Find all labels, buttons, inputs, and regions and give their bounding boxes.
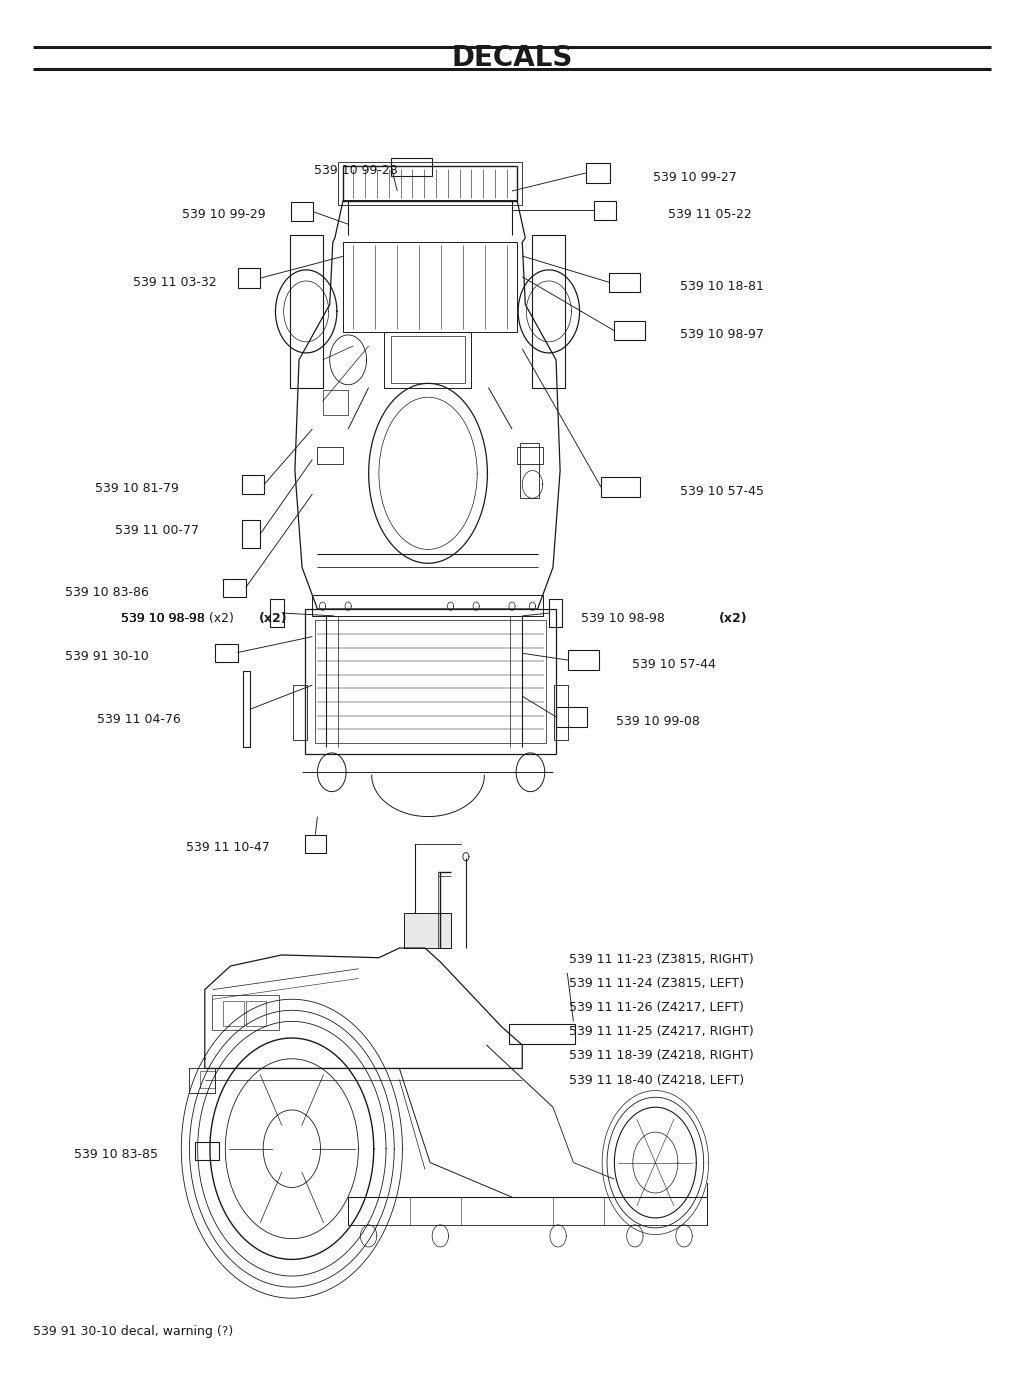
Bar [343, 242, 517, 332]
Bar [212, 995, 279, 1030]
Text: 539 11 03-32: 539 11 03-32 [133, 275, 217, 289]
Bar [586, 163, 610, 183]
Bar [601, 477, 640, 497]
Bar [614, 321, 645, 340]
Bar [189, 1068, 215, 1093]
Bar [223, 579, 246, 597]
Bar [554, 685, 568, 740]
Text: 539 10 98-98: 539 10 98-98 [121, 612, 209, 626]
Bar [242, 520, 260, 548]
Bar [242, 475, 264, 494]
Bar [323, 390, 348, 415]
Bar [291, 202, 313, 221]
Text: 539 10 83-85: 539 10 83-85 [74, 1147, 158, 1161]
Text: 539 11 11-25 (Z4217, RIGHT): 539 11 11-25 (Z4217, RIGHT) [569, 1026, 754, 1038]
Bar [520, 443, 539, 498]
Text: 539 11 11-24 (Z3815, LEFT): 539 11 11-24 (Z3815, LEFT) [569, 977, 744, 990]
Bar [215, 644, 238, 662]
Bar [594, 201, 616, 220]
Text: 539 91 30-10 decal, warning (?): 539 91 30-10 decal, warning (?) [33, 1324, 233, 1338]
Text: 539 11 11-26 (Z4217, LEFT): 539 11 11-26 (Z4217, LEFT) [569, 1001, 744, 1014]
Bar [549, 599, 562, 627]
Bar [195, 1142, 219, 1160]
Bar [609, 273, 640, 292]
Polygon shape [404, 913, 451, 948]
Bar [293, 685, 307, 740]
Text: 539 11 05-22: 539 11 05-22 [668, 208, 752, 221]
Bar [238, 268, 260, 288]
Text: 539 11 10-47: 539 11 10-47 [186, 840, 270, 854]
Text: 539 11 00-77: 539 11 00-77 [115, 523, 199, 537]
Text: 539 10 98-98: 539 10 98-98 [121, 612, 209, 626]
Text: 539 10 81-79: 539 10 81-79 [95, 482, 179, 495]
Bar [305, 835, 326, 853]
Bar [391, 336, 465, 383]
Bar [391, 158, 432, 176]
Bar [338, 162, 522, 205]
Text: 539 10 99-27: 539 10 99-27 [653, 170, 737, 184]
Bar [290, 235, 323, 388]
Text: 539 11 11-23 (Z3815, RIGHT): 539 11 11-23 (Z3815, RIGHT) [569, 952, 754, 966]
Text: 539 10 18-81: 539 10 18-81 [680, 280, 764, 293]
Text: 539 11 18-40 (Z4218, LEFT): 539 11 18-40 (Z4218, LEFT) [569, 1074, 744, 1086]
Bar [243, 671, 250, 747]
Bar [312, 595, 543, 616]
Bar [315, 620, 546, 743]
Text: 539 10 99-29: 539 10 99-29 [182, 208, 266, 221]
Bar [568, 650, 599, 670]
Bar [532, 235, 565, 388]
Bar [517, 447, 543, 464]
Bar [223, 1001, 244, 1026]
Bar [384, 332, 471, 388]
Text: 539 91 30-10: 539 91 30-10 [65, 649, 148, 663]
Text: 539 10 98-98 (x2): 539 10 98-98 (x2) [121, 612, 233, 626]
Text: 539 11 04-76: 539 11 04-76 [97, 713, 181, 727]
Bar [246, 1001, 266, 1026]
Text: 539 10 99-28: 539 10 99-28 [314, 163, 398, 177]
Bar [305, 609, 556, 754]
Bar [200, 1071, 215, 1088]
Bar [556, 707, 587, 727]
Text: (x2): (x2) [719, 612, 748, 626]
Bar [317, 447, 343, 464]
Text: (x2): (x2) [259, 612, 288, 626]
Bar [270, 599, 284, 627]
Text: 539 10 57-45: 539 10 57-45 [680, 484, 764, 498]
Text: 539 10 98-97: 539 10 98-97 [680, 328, 764, 342]
Text: 539 10 99-08: 539 10 99-08 [616, 714, 700, 728]
Text: 539 10 57-44: 539 10 57-44 [632, 657, 716, 671]
Bar [343, 166, 517, 201]
Text: DECALS: DECALS [452, 44, 572, 72]
Bar [509, 1024, 575, 1044]
Text: 539 11 18-39 (Z4218, RIGHT): 539 11 18-39 (Z4218, RIGHT) [569, 1049, 754, 1063]
Text: 539 10 83-86: 539 10 83-86 [65, 585, 148, 599]
Text: 539 10 98-98: 539 10 98-98 [581, 612, 669, 626]
